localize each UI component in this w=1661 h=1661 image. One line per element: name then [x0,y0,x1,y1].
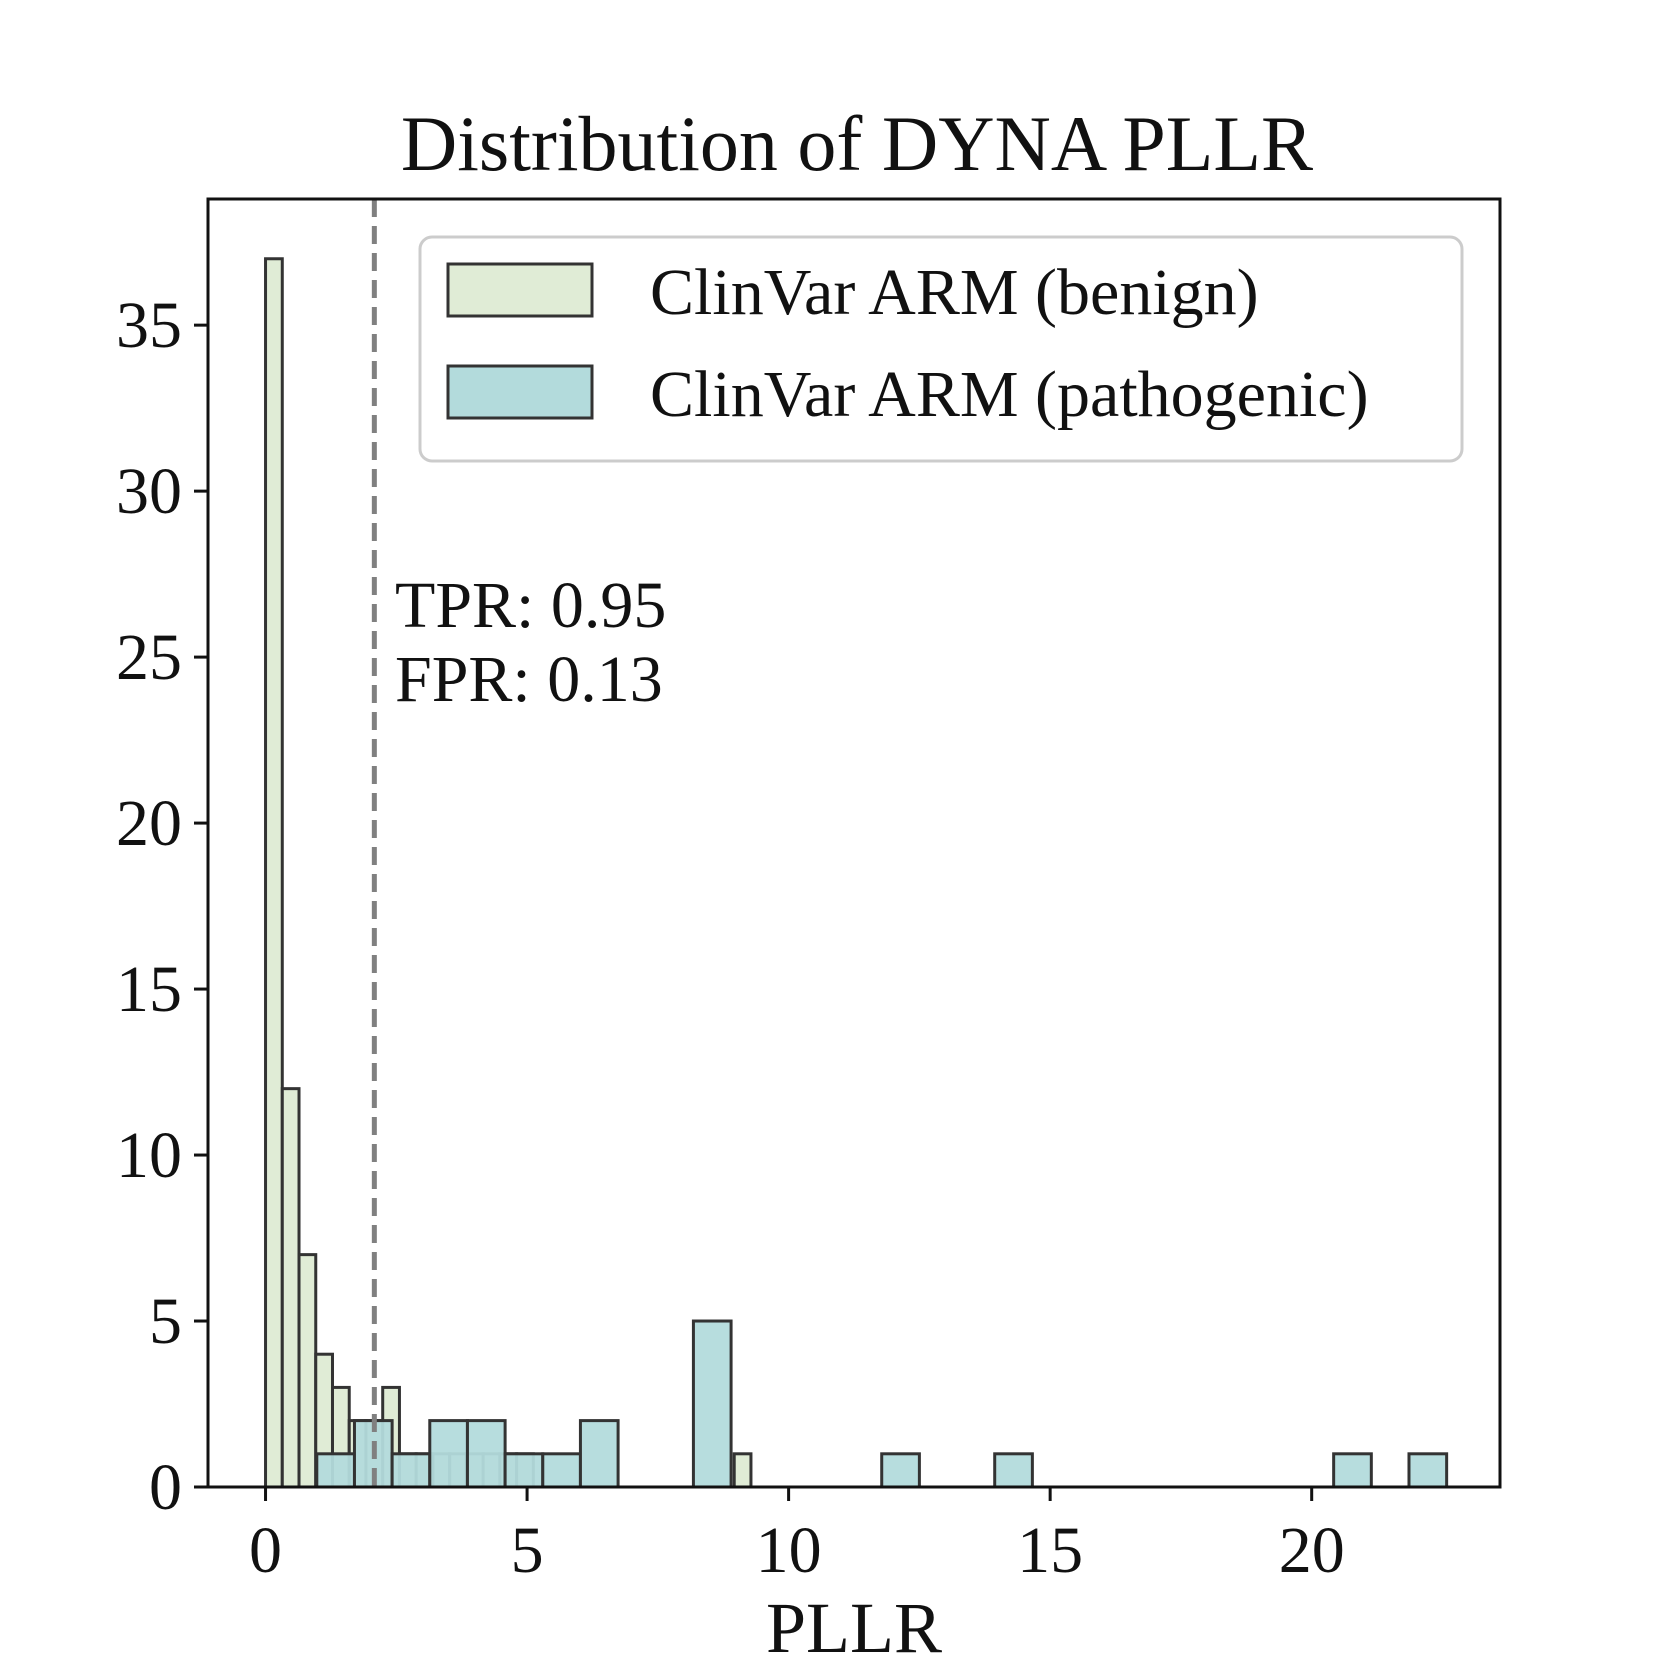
pathogenic-bar-0 [315,1452,356,1489]
x-tick-label: 10 [756,1514,822,1587]
x-tick-label: 0 [249,1514,282,1587]
pathogenic-bar-7 [578,1419,620,1489]
chart-title: Distribution of DYNA PLLR [401,100,1313,187]
pathogenic-bar-6 [541,1452,582,1489]
pathogenic-bar-8 [691,1319,733,1489]
pathogenic-bar-11 [1332,1452,1373,1489]
y-tick-label: 15 [116,953,182,1026]
y-tick-label: 10 [116,1119,182,1192]
x-tick-label: 15 [1017,1514,1083,1587]
fpr-annotation: FPR: 0.13 [395,643,663,716]
benign-bar-1 [280,1087,301,1489]
tpr-annotation: TPR: 0.95 [395,569,666,642]
pathogenic-bar-12 [1407,1452,1449,1489]
y-tick-label: 30 [116,455,182,528]
y-tick-label: 20 [116,787,182,860]
pathogenic-bar-4 [465,1419,507,1489]
x-axis-label: PLLR [766,1588,942,1661]
x-axis-ticks: 0 5 10 15 20 [249,1487,1345,1587]
benign-bar-0 [264,257,284,1489]
pathogenic-bar-3 [428,1419,469,1489]
x-tick-label: 20 [1279,1514,1345,1587]
pathogenic-bar-5 [503,1452,545,1489]
legend-label-benign: ClinVar ARM (benign) [650,256,1259,329]
y-tick-label: 25 [116,621,182,694]
x-tick-label: 5 [511,1514,544,1587]
benign-bar-16 [732,1452,753,1489]
plot-frame [206,197,1502,1489]
y-tick-label: 0 [149,1451,182,1524]
pathogenic-bar-2 [390,1452,432,1489]
bars-group [264,257,1449,1489]
legend-label-pathogenic: ClinVar ARM (pathogenic) [650,358,1369,431]
legend-swatch-benign [446,262,594,318]
y-axis-ticks: 0 5 10 15 20 25 30 35 [116,289,208,1524]
legend-swatch-pathogenic [446,364,594,420]
y-tick-label: 5 [149,1285,182,1358]
pathogenic-bar-9 [880,1452,921,1489]
pathogenic-bar-10 [993,1452,1034,1489]
y-tick-label: 35 [116,289,182,362]
legend: ClinVar ARM (benign) ClinVar ARM (pathog… [418,235,1464,463]
legend-frame [418,235,1464,463]
benign-bar-2 [297,1253,318,1489]
